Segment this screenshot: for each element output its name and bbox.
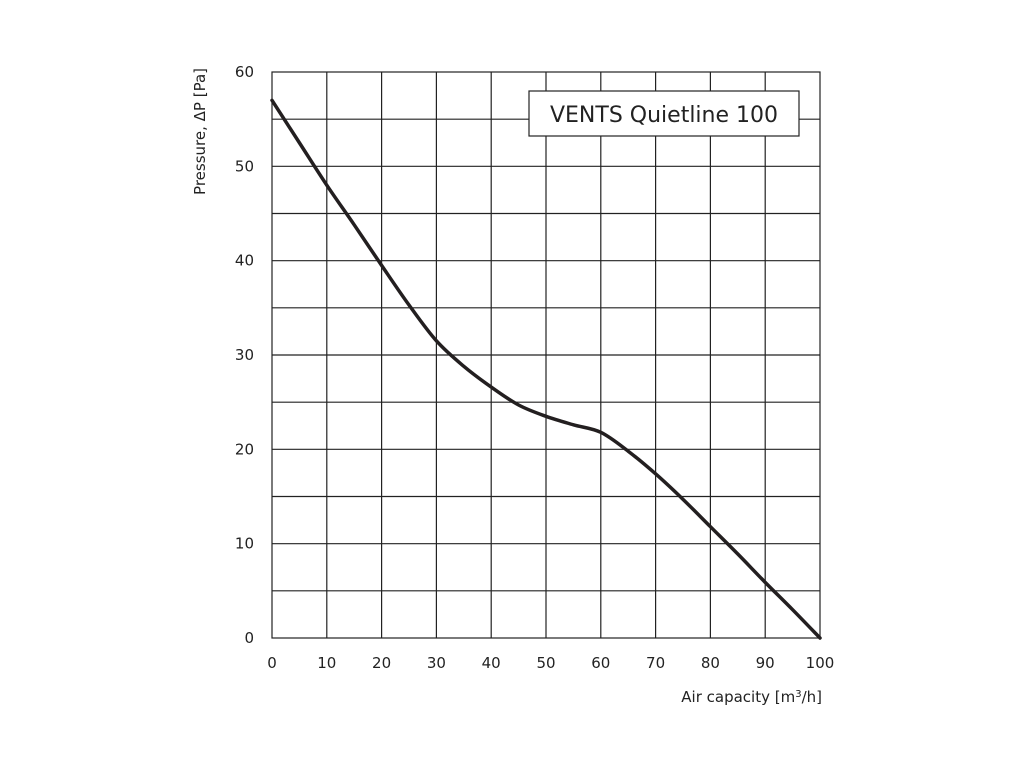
x-tick-label: 60 [591,654,610,672]
series-line [270,98,822,640]
x-axis-label-superscript: 3 [795,689,801,700]
x-tick-label: 40 [482,654,501,672]
y-tick-label: 30 [235,346,254,364]
chart-title: VENTS Quietline 100 [550,103,778,128]
legend-frame [528,90,800,137]
y-tick-labels: 0 10 20 30 40 50 60 [235,63,254,647]
x-tick-label: 90 [756,654,775,672]
x-axis-label-main: Air capacity [m [681,688,795,706]
x-tick-label: 70 [646,654,665,672]
x-tick-label: 80 [701,654,720,672]
y-tick-label: 10 [235,535,254,553]
plot-frame [271,71,821,639]
x-tick-label: 50 [536,654,555,672]
x-tick-label: 30 [427,654,446,672]
x-tick-label: 0 [267,654,277,672]
y-tick-label: 40 [235,252,254,270]
x-tick-label: 20 [372,654,391,672]
y-axis-label: Pressure, ΔP [Pa] [191,68,209,195]
x-tick-label: 10 [317,654,336,672]
x-axis-label-end: /h] [802,688,822,706]
x-tick-labels: 0 10 20 30 40 50 60 70 80 90 100 [267,654,834,672]
y-tick-label: 60 [235,63,254,81]
grid [272,72,820,638]
x-axis-label: Air capacity [m3/h] [681,688,822,706]
y-tick-label: 0 [244,629,254,647]
y-tick-label: 20 [235,440,254,458]
x-tick-label: 100 [806,654,835,672]
y-tick-label: 50 [235,157,254,175]
legend-box: VENTS Quietline 100 [528,90,800,137]
